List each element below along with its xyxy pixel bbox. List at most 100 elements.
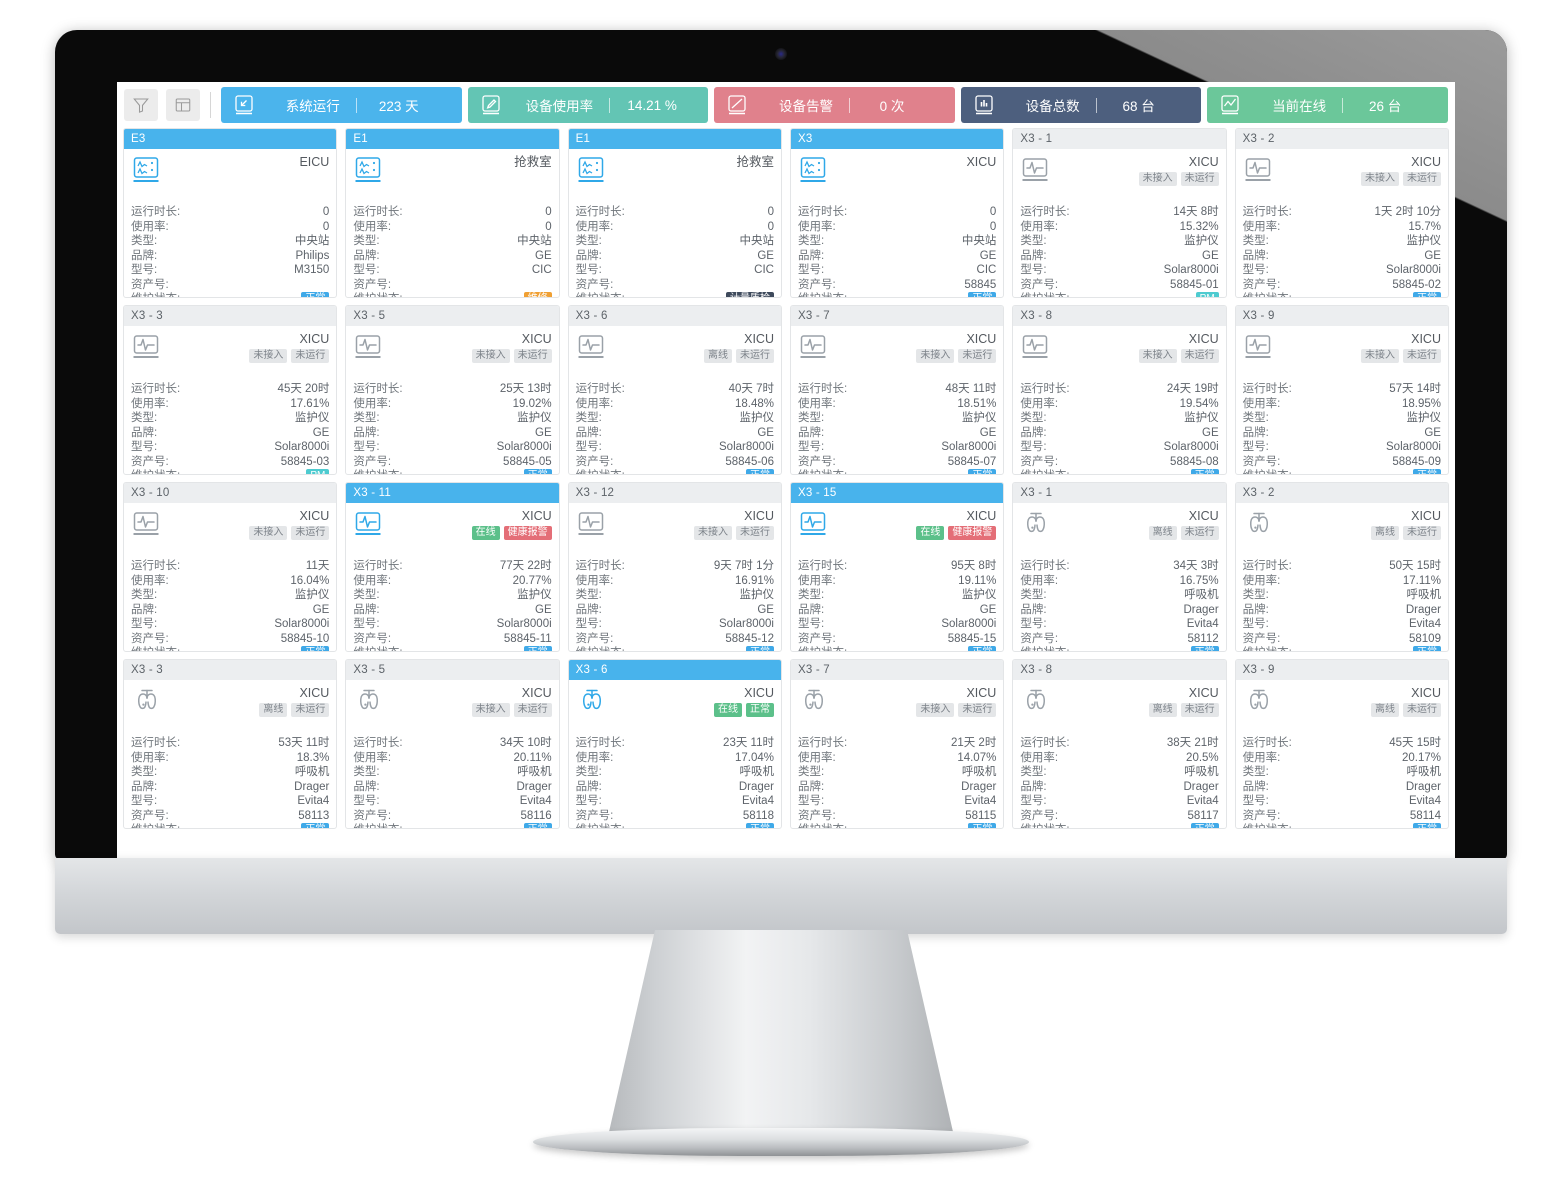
status-badge: 在线 [713, 703, 742, 717]
spec-row-model: 型号: Solar8000i [798, 617, 996, 632]
filter-funnel-icon [132, 96, 150, 114]
spec-row-asset: 资产号: 58117 [1020, 809, 1218, 824]
spec-label: 运行时长: [131, 737, 181, 749]
layout-button[interactable] [166, 89, 200, 121]
device-card-grid: E3 EICU 运行时长: 0 使用率: 0 [123, 128, 1449, 836]
spec-label: 资产号: [131, 632, 169, 645]
monitor-bezel: 系统运行 223 天 [55, 30, 1507, 860]
spec-row-asset: 资产号: [353, 278, 551, 293]
device-card[interactable]: X3 - 6 XICU 在线 正常 运行时长: 23天 11时 使用率: 17.0… [567, 659, 782, 829]
device-card[interactable]: X3 - 6 XICU 离线 未运行 运行时长: 40天 7时 使用率: 18.4… [567, 305, 782, 475]
spec-row-asset: 资产号: 58845-05 [353, 455, 551, 470]
spec-label: 运行时长: [353, 737, 403, 749]
device-card[interactable]: X3 - 5 XICU 未接入 未运行 运行时长: 25天 13时 使用率: 19… [345, 305, 560, 475]
status-badge-row: 离线 未运行 [703, 349, 774, 363]
card-top: XICU 离线 未运行 [569, 326, 781, 378]
status-badge: 健康报警 [503, 526, 552, 540]
device-card[interactable]: X3 - 9 XICU 未接入 未运行 运行时长: 57天 14时 使用率: 18… [1234, 305, 1449, 475]
spec-row-model: 型号: CIC [798, 263, 996, 278]
device-card[interactable]: X3 - 11 XICU 在线 健康报警 运行时长: 77天 22时 使用率: 2… [345, 482, 560, 652]
stat-card-online-now[interactable]: 当前在线 26 台 [1207, 87, 1448, 123]
spec-label: 使用率: [797, 397, 836, 410]
spec-row-model: 型号: CIC [576, 263, 774, 278]
spec-value-asset: 58109 [1409, 632, 1441, 645]
card-header-title: X3 - 7 [790, 306, 1004, 326]
spec-row-usage: 使用率: 16.75% [1020, 574, 1218, 589]
device-card[interactable]: X3 - 7 XICU 未接入 未运行 运行时长: 21天 2时 使用率: 14.… [789, 659, 1005, 829]
device-card[interactable]: E3 EICU 运行时长: 0 使用率: 0 [123, 128, 338, 298]
device-card[interactable]: X3 - 8 XICU 未接入 未运行 运行时长: 24天 19时 使用率: 19… [1012, 305, 1227, 475]
device-card[interactable]: X3 XICU 运行时长: 0 使用率: 0 [789, 128, 1005, 298]
spec-label: 维护状态: [1020, 823, 1069, 828]
spec-value-runtime: 21天 2时 [950, 737, 997, 749]
spec-value-usage: 18.48% [734, 397, 774, 410]
card-header-title: X3 - 8 [1013, 306, 1226, 326]
maintenance-status-badge: PM [306, 469, 330, 474]
spec-row-runtime: 运行时长: 95天 8时 [798, 559, 996, 574]
spec-row-model: 型号: Solar8000i [353, 440, 551, 455]
spec-label: 使用率: [1242, 220, 1281, 233]
spec-label: 类型: [353, 766, 380, 778]
screen: 系统运行 223 天 [117, 82, 1455, 858]
spec-value-type: 监护仪 [1184, 235, 1219, 247]
spec-row-asset: 资产号: 58112 [1020, 632, 1218, 647]
spec-row-maintenance: 维护状态: 正常 [131, 646, 330, 651]
department-label: EICU [299, 155, 330, 169]
device-card[interactable]: X3 - 5 XICU 未接入 未运行 运行时长: 34天 10时 使用率: 20… [345, 659, 560, 829]
device-card[interactable]: X3 - 8 XICU 离线 未运行 运行时长: 38天 21时 使用率: 20.… [1012, 659, 1227, 829]
spec-row-runtime: 运行时长: 38天 21时 [1020, 736, 1218, 751]
device-card[interactable]: X3 - 15 XICU 在线 健康报警 运行时长: 95天 8时 使用率: 19… [789, 482, 1005, 652]
spec-value-usage: 20.77% [512, 574, 552, 587]
card-status-area: XICU [966, 155, 996, 172]
spec-label: 维护状态: [1243, 469, 1292, 474]
maintenance-status-badge: 正常 [745, 646, 774, 651]
stat-card-device-total[interactable]: 设备总数 68 台 [960, 87, 1202, 123]
stat-label: 设备总数 [1025, 99, 1080, 114]
spec-label: 使用率: [797, 751, 836, 764]
spec-value-type: 中央站 [294, 235, 330, 247]
device-card[interactable]: X3 - 12 XICU 未接入 未运行 运行时长: 9天 7时 1分 使用率: … [567, 482, 782, 652]
device-card[interactable]: E1 抢救室 运行时长: 0 使用率: 0 [567, 128, 782, 298]
card-header-title: X3 - 6 [568, 306, 781, 326]
spec-row-brand: 品牌: GE [798, 603, 996, 618]
ventilator-icon [131, 686, 165, 720]
device-card[interactable]: X3 - 9 XICU 离线 未运行 运行时长: 45天 15时 使用率: 20.… [1234, 659, 1449, 829]
stat-label: 设备使用率 [525, 99, 594, 114]
device-card[interactable]: X3 - 2 XICU 离线 未运行 运行时长: 50天 15时 使用率: 17.… [1234, 482, 1449, 652]
device-card[interactable]: X3 - 1 XICU 离线 未运行 运行时长: 34天 3时 使用率: 16.7… [1012, 482, 1227, 652]
spec-label: 型号: [353, 441, 380, 453]
device-card[interactable]: X3 - 7 XICU 未接入 未运行 运行时长: 48天 11时 使用率: 18… [789, 305, 1005, 475]
device-card[interactable]: X3 - 1 XICU 未接入 未运行 运行时长: 14天 8时 使用率: 15.… [1012, 128, 1227, 298]
spec-label: 运行时长: [575, 383, 625, 395]
device-card[interactable]: X3 - 3 XICU 未接入 未运行 运行时长: 45天 20时 使用率: 17… [123, 305, 338, 475]
spec-label: 资产号: [131, 809, 169, 822]
spec-row-usage: 使用率: 0 [131, 220, 329, 235]
card-grid-wrap: E3 EICU 运行时长: 0 使用率: 0 [117, 128, 1455, 858]
spec-row-model: 型号: Evita4 [1243, 794, 1441, 809]
device-card[interactable]: X3 - 3 XICU 离线 未运行 运行时长: 53天 11时 使用率: 18.… [123, 659, 338, 829]
spec-value-type: 监护仪 [1406, 235, 1441, 247]
spec-list: 运行时长: 38天 21时 使用率: 20.5% 类型: 呼吸机 品牌: Dra… [1013, 732, 1225, 828]
stat-card-device-alarm[interactable]: 设备告警 0 次 [714, 87, 955, 123]
spec-label: 使用率: [131, 397, 169, 410]
spec-label: 运行时长: [1242, 560, 1292, 572]
spec-row-runtime: 运行时长: 21天 2时 [798, 736, 996, 751]
stat-card-usage-rate[interactable]: 设备使用率 14.21 % [467, 87, 709, 123]
device-card[interactable]: E1 抢救室 运行时长: 0 使用率: 0 [345, 128, 560, 298]
spec-row-runtime: 运行时长: 48天 11时 [798, 382, 996, 397]
spec-value-runtime: 0 [545, 206, 552, 218]
spec-label: 维护状态: [1020, 646, 1069, 651]
spec-value-asset: 58118 [742, 809, 774, 822]
department-label: XICU [744, 332, 774, 346]
spec-row-type: 类型: 监护仪 [1020, 411, 1218, 426]
device-card[interactable]: X3 - 10 XICU 未接入 未运行 运行时长: 11天 使用率: 16.04… [123, 482, 338, 652]
device-card[interactable]: X3 - 2 XICU 未接入 未运行 运行时长: 1天 2时 10分 使用率: … [1234, 128, 1449, 298]
spec-value-brand: GE [1202, 249, 1219, 262]
spec-row-brand: 品牌: Philips [131, 249, 329, 264]
filter-button[interactable] [124, 89, 158, 121]
spec-label: 维护状态: [576, 292, 625, 297]
monitor-icon [131, 509, 165, 543]
status-badge: 未运行 [1402, 349, 1441, 363]
device-alarm-icon [724, 92, 750, 118]
stat-card-system-runtime[interactable]: 系统运行 223 天 [221, 87, 462, 123]
